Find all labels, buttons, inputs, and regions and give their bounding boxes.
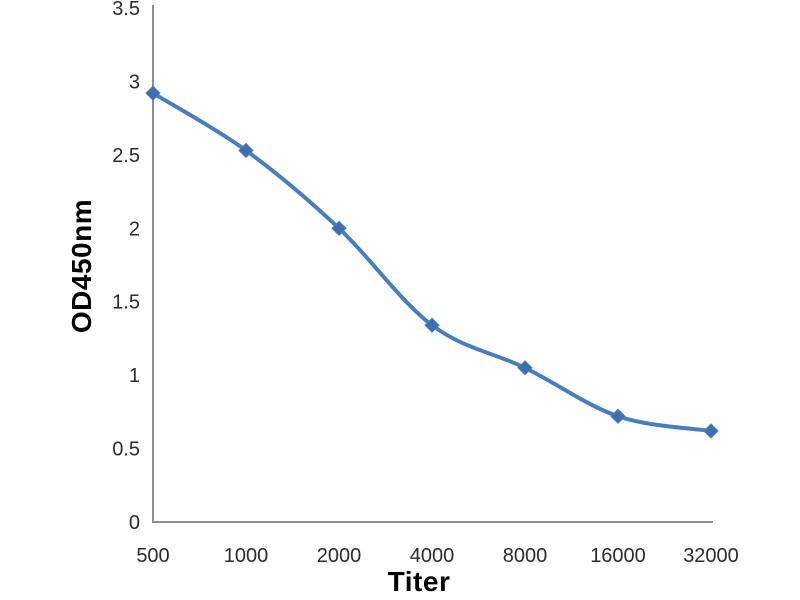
series-line — [151, 91, 713, 433]
data-point-marker — [517, 360, 533, 376]
y-tick-label: 0.5 — [112, 439, 140, 461]
x-tick-label: 16000 — [590, 545, 646, 567]
x-axis-title: Titer — [387, 566, 451, 597]
data-point-marker — [703, 423, 719, 439]
y-tick-label: 2.5 — [112, 145, 140, 167]
y-axis-title: OD450nm — [66, 198, 97, 334]
x-tick-label: 8000 — [503, 545, 548, 567]
y-tick-label: 2 — [129, 218, 140, 240]
y-tick-label: 1.5 — [112, 292, 140, 314]
data-point-marker — [610, 408, 626, 424]
data-point-marker — [424, 317, 440, 333]
y-tick-label: 0 — [129, 512, 140, 534]
x-tick-label: 2000 — [317, 545, 362, 567]
data-point-marker — [331, 220, 347, 236]
x-tick-label: 500 — [136, 545, 169, 567]
x-tick-label: 1000 — [224, 545, 269, 567]
y-tick-label: 3 — [129, 71, 140, 93]
y-tick-label: 3.5 — [112, 0, 140, 20]
x-tick-label: 32000 — [683, 545, 739, 567]
x-tick-label: 4000 — [410, 545, 455, 567]
data-point-marker — [238, 142, 254, 159]
y-tick-label: 1 — [129, 365, 140, 387]
data-point-marker — [145, 85, 161, 101]
